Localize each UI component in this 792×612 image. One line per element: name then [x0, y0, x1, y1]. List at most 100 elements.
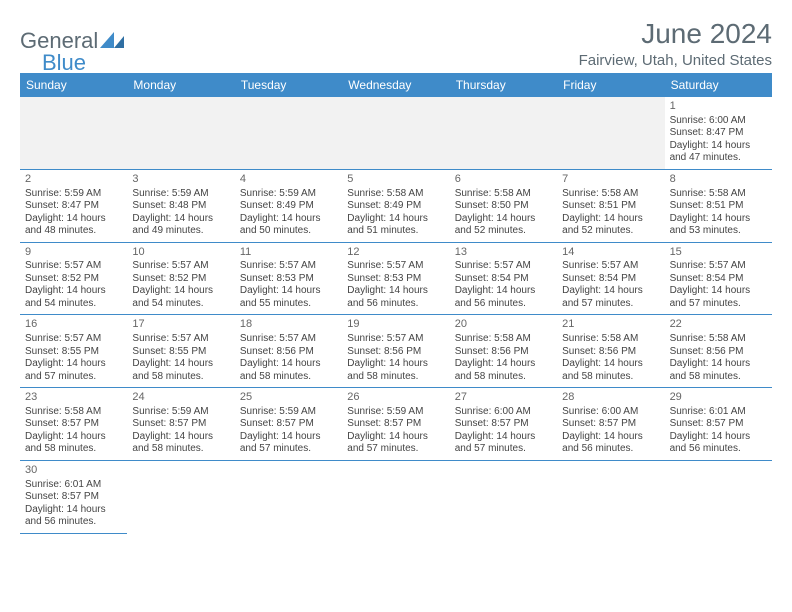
- sunrise-text: Sunrise: 6:00 AM: [455, 406, 552, 419]
- daylight-text: and 58 minutes.: [347, 371, 444, 384]
- sunset-text: Sunset: 8:57 PM: [240, 418, 337, 431]
- logo-text-blue: Blue: [42, 50, 86, 75]
- daylight-text: and 52 minutes.: [455, 225, 552, 238]
- sunrise-text: Sunrise: 5:57 AM: [25, 260, 122, 273]
- day-number: 9: [25, 246, 122, 260]
- day-number: 15: [670, 246, 767, 260]
- calendar-grid: 1Sunrise: 6:00 AMSunset: 8:47 PMDaylight…: [20, 97, 772, 534]
- blank-cell: [342, 461, 449, 534]
- title-block: June 2024 Fairview, Utah, United States: [579, 18, 772, 69]
- sunset-text: Sunset: 8:49 PM: [347, 200, 444, 213]
- day-number: 12: [347, 246, 444, 260]
- day-number: 16: [25, 318, 122, 332]
- day-number: 8: [670, 173, 767, 187]
- day-cell: 11Sunrise: 5:57 AMSunset: 8:53 PMDayligh…: [235, 243, 342, 316]
- day-number: 11: [240, 246, 337, 260]
- day-number: 26: [347, 391, 444, 405]
- logo-triangle-icon: [100, 30, 128, 53]
- daylight-text: Daylight: 14 hours: [132, 431, 229, 444]
- day-cell: 2Sunrise: 5:59 AMSunset: 8:47 PMDaylight…: [20, 170, 127, 243]
- daylight-text: Daylight: 14 hours: [670, 285, 767, 298]
- daylight-text: Daylight: 14 hours: [240, 358, 337, 371]
- sunrise-text: Sunrise: 5:58 AM: [670, 333, 767, 346]
- day-cell: 21Sunrise: 5:58 AMSunset: 8:56 PMDayligh…: [557, 315, 664, 388]
- day-number: 18: [240, 318, 337, 332]
- daylight-text: Daylight: 14 hours: [25, 358, 122, 371]
- day-cell: 20Sunrise: 5:58 AMSunset: 8:56 PMDayligh…: [450, 315, 557, 388]
- sunrise-text: Sunrise: 5:57 AM: [455, 260, 552, 273]
- location-subtitle: Fairview, Utah, United States: [579, 52, 772, 69]
- blank-cell: [450, 97, 557, 170]
- sunrise-text: Sunrise: 5:57 AM: [25, 333, 122, 346]
- day-cell: 17Sunrise: 5:57 AMSunset: 8:55 PMDayligh…: [127, 315, 234, 388]
- daylight-text: and 56 minutes.: [25, 516, 122, 529]
- sunset-text: Sunset: 8:57 PM: [25, 418, 122, 431]
- day-cell: 19Sunrise: 5:57 AMSunset: 8:56 PMDayligh…: [342, 315, 449, 388]
- blank-cell: [342, 97, 449, 170]
- sunset-text: Sunset: 8:54 PM: [455, 273, 552, 286]
- sunrise-text: Sunrise: 5:58 AM: [562, 333, 659, 346]
- daylight-text: and 57 minutes.: [347, 443, 444, 456]
- daylight-text: and 58 minutes.: [455, 371, 552, 384]
- day-number: 2: [25, 173, 122, 187]
- day-cell: 30Sunrise: 6:01 AMSunset: 8:57 PMDayligh…: [20, 461, 127, 534]
- daylight-text: Daylight: 14 hours: [455, 431, 552, 444]
- sunrise-text: Sunrise: 5:57 AM: [670, 260, 767, 273]
- blank-cell: [557, 97, 664, 170]
- sunrise-text: Sunrise: 5:57 AM: [347, 333, 444, 346]
- sunrise-text: Sunrise: 6:00 AM: [562, 406, 659, 419]
- day-cell: 29Sunrise: 6:01 AMSunset: 8:57 PMDayligh…: [665, 388, 772, 461]
- sunrise-text: Sunrise: 5:58 AM: [347, 188, 444, 201]
- daylight-text: Daylight: 14 hours: [240, 285, 337, 298]
- daylight-text: and 53 minutes.: [670, 225, 767, 238]
- day-number: 22: [670, 318, 767, 332]
- sunrise-text: Sunrise: 5:58 AM: [670, 188, 767, 201]
- day-cell: 28Sunrise: 6:00 AMSunset: 8:57 PMDayligh…: [557, 388, 664, 461]
- day-cell: 26Sunrise: 5:59 AMSunset: 8:57 PMDayligh…: [342, 388, 449, 461]
- day-number: 3: [132, 173, 229, 187]
- day-cell: 8Sunrise: 5:58 AMSunset: 8:51 PMDaylight…: [665, 170, 772, 243]
- sunset-text: Sunset: 8:57 PM: [562, 418, 659, 431]
- daylight-text: and 58 minutes.: [670, 371, 767, 384]
- day-number: 19: [347, 318, 444, 332]
- daylight-text: and 56 minutes.: [455, 298, 552, 311]
- sunset-text: Sunset: 8:48 PM: [132, 200, 229, 213]
- daylight-text: Daylight: 14 hours: [132, 358, 229, 371]
- sunrise-text: Sunrise: 5:57 AM: [240, 333, 337, 346]
- sunrise-text: Sunrise: 5:59 AM: [132, 188, 229, 201]
- day-number: 4: [240, 173, 337, 187]
- day-cell: 16Sunrise: 5:57 AMSunset: 8:55 PMDayligh…: [20, 315, 127, 388]
- day-number: 7: [562, 173, 659, 187]
- sunrise-text: Sunrise: 5:58 AM: [25, 406, 122, 419]
- sunrise-text: Sunrise: 6:00 AM: [670, 115, 767, 128]
- sunrise-text: Sunrise: 5:59 AM: [347, 406, 444, 419]
- header: General June 2024 Fairview, Utah, United…: [20, 18, 772, 69]
- daylight-text: and 54 minutes.: [25, 298, 122, 311]
- sunset-text: Sunset: 8:56 PM: [670, 346, 767, 359]
- daylight-text: and 52 minutes.: [562, 225, 659, 238]
- sunset-text: Sunset: 8:56 PM: [562, 346, 659, 359]
- daylight-text: and 51 minutes.: [347, 225, 444, 238]
- day-number: 5: [347, 173, 444, 187]
- sunset-text: Sunset: 8:54 PM: [562, 273, 659, 286]
- daylight-text: and 48 minutes.: [25, 225, 122, 238]
- sunrise-text: Sunrise: 5:57 AM: [347, 260, 444, 273]
- day-cell: 7Sunrise: 5:58 AMSunset: 8:51 PMDaylight…: [557, 170, 664, 243]
- day-number: 27: [455, 391, 552, 405]
- weekday-header: Sunday: [20, 73, 127, 97]
- sunrise-text: Sunrise: 6:01 AM: [25, 479, 122, 492]
- day-cell: 25Sunrise: 5:59 AMSunset: 8:57 PMDayligh…: [235, 388, 342, 461]
- daylight-text: Daylight: 14 hours: [25, 213, 122, 226]
- day-number: 29: [670, 391, 767, 405]
- day-cell: 18Sunrise: 5:57 AMSunset: 8:56 PMDayligh…: [235, 315, 342, 388]
- day-cell: 22Sunrise: 5:58 AMSunset: 8:56 PMDayligh…: [665, 315, 772, 388]
- sunrise-text: Sunrise: 5:58 AM: [455, 333, 552, 346]
- daylight-text: and 57 minutes.: [670, 298, 767, 311]
- sunset-text: Sunset: 8:55 PM: [25, 346, 122, 359]
- daylight-text: Daylight: 14 hours: [25, 285, 122, 298]
- daylight-text: and 56 minutes.: [670, 443, 767, 456]
- daylight-text: Daylight: 14 hours: [562, 213, 659, 226]
- day-number: 1: [670, 100, 767, 114]
- sunset-text: Sunset: 8:55 PM: [132, 346, 229, 359]
- sunset-text: Sunset: 8:51 PM: [562, 200, 659, 213]
